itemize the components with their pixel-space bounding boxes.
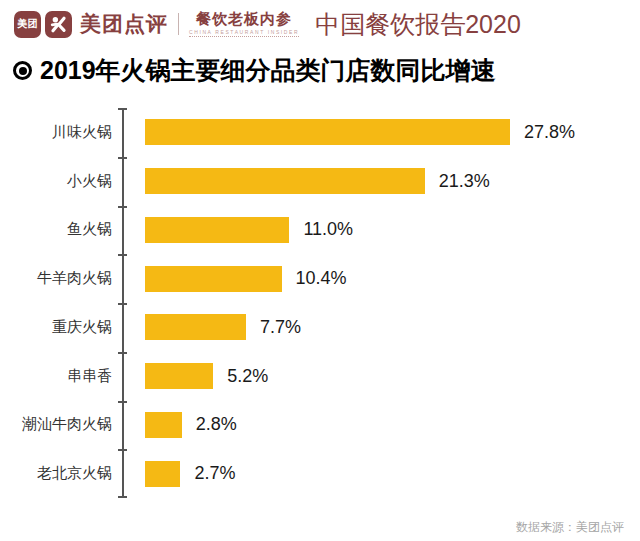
category-label: 牛羊肉火锅 — [0, 269, 112, 288]
value-label: 10.4% — [296, 268, 347, 289]
category-label: 串串香 — [0, 367, 112, 386]
chart-row: 重庆火锅 7.7% — [0, 303, 640, 352]
value-label: 27.8% — [524, 122, 575, 143]
chart-title-row: 2019年火锅主要细分品类门店数同比增速 — [13, 54, 496, 87]
partner-caption: CHINA RESTAURANT INSIDER — [189, 29, 299, 37]
bar — [145, 266, 282, 292]
category-label: 老北京火锅 — [0, 464, 112, 483]
category-label: 小火锅 — [0, 172, 112, 191]
report-title: 中国餐饮报告2020 — [315, 8, 521, 41]
bar — [145, 119, 510, 145]
brand-name: 美团点评 — [80, 10, 168, 38]
category-label: 川味火锅 — [0, 123, 112, 142]
partner-name: 餐饮老板内参 — [196, 11, 292, 28]
bar — [145, 168, 425, 194]
bar — [145, 363, 213, 389]
meituan-logo-badge: 美团 — [14, 11, 41, 38]
chart-row: 小火锅 21.3% — [0, 157, 640, 206]
bar-chart: 川味火锅 27.8% 小火锅 21.3% 鱼火锅 11.0% 牛羊肉火锅 10.4% 重庆火锅 7… — [0, 108, 640, 499]
dianping-logo-icon — [45, 11, 72, 38]
category-label: 潮汕牛肉火锅 — [0, 415, 112, 434]
value-label: 2.8% — [196, 414, 237, 435]
chart-row: 串串香 5.2% — [0, 352, 640, 401]
category-label: 鱼火锅 — [0, 220, 112, 239]
bar — [145, 217, 289, 243]
partner-logo: 餐饮老板内参 CHINA RESTAURANT INSIDER — [189, 11, 299, 37]
bar — [145, 461, 180, 487]
header: 美团 美团点评 餐饮老板内参 CHINA RESTAURANT INSIDER … — [14, 9, 521, 39]
value-label: 7.7% — [260, 317, 301, 338]
data-source-note: 数据来源：美团点评 — [516, 519, 624, 536]
bar — [145, 314, 246, 340]
value-label: 11.0% — [303, 219, 353, 240]
chart-row: 川味火锅 27.8% — [0, 108, 640, 157]
value-label: 5.2% — [227, 366, 268, 387]
chart-row: 老北京火锅 2.7% — [0, 449, 640, 498]
bullet-circle-icon — [13, 61, 32, 80]
header-divider — [178, 13, 179, 35]
chart-row: 潮汕牛肉火锅 2.8% — [0, 401, 640, 450]
chart-row: 牛羊肉火锅 10.4% — [0, 254, 640, 303]
value-label: 21.3% — [439, 171, 490, 192]
bar — [145, 412, 182, 438]
chart-title: 2019年火锅主要细分品类门店数同比增速 — [40, 54, 496, 87]
dianping-figure-icon — [49, 15, 68, 34]
category-label: 重庆火锅 — [0, 318, 112, 337]
value-label: 2.7% — [194, 463, 235, 484]
meituan-logo-text: 美团 — [18, 19, 38, 29]
chart-row: 鱼火锅 11.0% — [0, 206, 640, 255]
